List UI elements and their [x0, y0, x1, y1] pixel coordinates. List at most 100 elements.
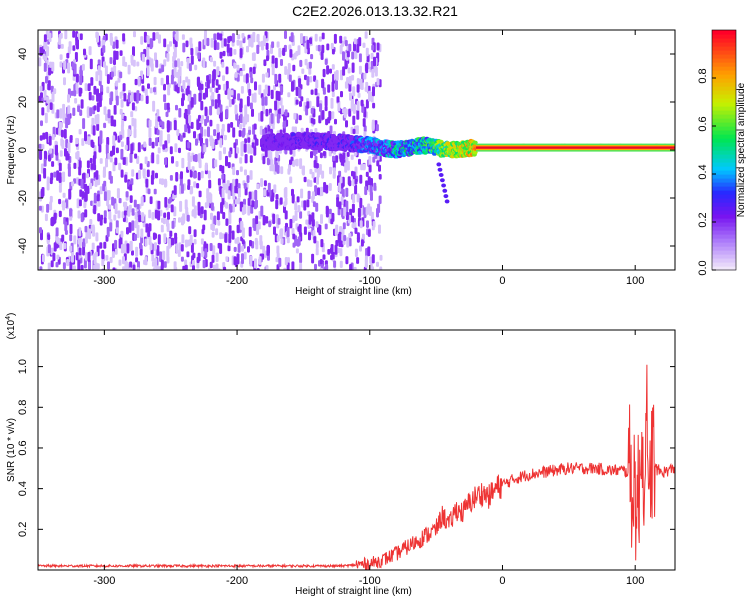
- noise-speck: [280, 105, 284, 115]
- noise-speck: [153, 87, 156, 93]
- noise-speck: [147, 188, 151, 195]
- colorbar-segment: [712, 254, 736, 259]
- noise-speck: [364, 255, 368, 263]
- noise-speck: [267, 182, 271, 193]
- noise-speck: [72, 265, 76, 270]
- noise-speck: [151, 212, 155, 220]
- noise-speck: [121, 211, 125, 219]
- noise-speck: [131, 117, 135, 127]
- noise-speck: [177, 58, 180, 68]
- noise-speck: [212, 69, 216, 81]
- noise-speck: [369, 185, 373, 196]
- noise-speck: [127, 208, 131, 216]
- noise-speck: [280, 166, 284, 175]
- noise-speck: [228, 98, 232, 108]
- x-axis-label: Height of straight line (km): [295, 286, 412, 297]
- noise-speck: [39, 266, 43, 270]
- noise-speck: [182, 265, 186, 270]
- colorbar-segment: [712, 138, 736, 143]
- noise-speck: [224, 233, 228, 243]
- noise-speck: [60, 139, 64, 147]
- noise-speck: [310, 54, 314, 60]
- noise-speck: [274, 73, 278, 85]
- noise-speck: [292, 160, 296, 167]
- noise-speck: [214, 159, 218, 168]
- noise-speck: [136, 90, 140, 101]
- noise-speck: [263, 180, 267, 187]
- noise-speck: [271, 195, 275, 202]
- noise-speck: [376, 160, 380, 167]
- noise-speck: [206, 75, 210, 82]
- noise-speck: [237, 188, 241, 198]
- noise-speck: [306, 39, 310, 50]
- colorbar-tick-label: 0.2: [697, 212, 709, 227]
- noise-speck: [372, 102, 376, 109]
- noise-speck: [58, 172, 62, 183]
- noise-speck: [215, 263, 219, 270]
- noise-speck: [166, 44, 170, 52]
- noise-speck: [193, 181, 197, 188]
- noise-speck: [126, 136, 130, 147]
- y-tick-label: -20: [17, 190, 29, 206]
- noise-speck: [353, 38, 357, 45]
- x-axis-label: Height of straight line (km): [295, 586, 412, 597]
- noise-speck: [316, 176, 319, 185]
- signal-blob: [440, 178, 445, 183]
- noise-speck: [38, 174, 42, 182]
- noise-speck: [186, 214, 190, 222]
- colorbar-segment: [712, 154, 736, 159]
- noise-speck: [159, 251, 163, 263]
- noise-speck: [349, 92, 352, 101]
- noise-speck: [351, 51, 355, 60]
- noise-speck: [295, 248, 299, 254]
- noise-speck: [255, 240, 259, 250]
- noise-speck: [241, 33, 245, 39]
- noise-speck: [299, 101, 302, 107]
- colorbar-segment: [712, 134, 736, 139]
- noise-speck: [167, 238, 171, 249]
- noise-speck: [339, 44, 343, 55]
- noise-speck: [105, 157, 108, 168]
- noise-speck: [344, 40, 348, 47]
- noise-speck: [88, 259, 91, 270]
- colorbar-segment: [712, 78, 736, 83]
- noise-speck: [262, 215, 266, 226]
- noise-speck: [283, 205, 286, 214]
- noise-speck: [90, 200, 94, 206]
- noise-speck: [260, 111, 264, 122]
- noise-speck: [225, 218, 229, 226]
- noise-speck: [292, 233, 296, 240]
- noise-speck: [356, 84, 360, 93]
- noise-speck: [326, 43, 330, 51]
- noise-speck: [78, 87, 82, 97]
- noise-speck: [76, 198, 80, 209]
- noise-speck: [223, 38, 227, 47]
- y-axis-label: Frequency (Hz): [6, 116, 17, 185]
- noise-speck: [64, 221, 68, 232]
- noise-speck: [115, 95, 119, 106]
- noise-speck: [309, 37, 312, 45]
- noise-speck: [110, 150, 113, 157]
- noise-speck: [139, 248, 143, 256]
- noise-speck: [58, 127, 62, 136]
- noise-speck: [174, 143, 178, 153]
- noise-speck: [298, 78, 302, 88]
- noise-speck: [39, 135, 43, 141]
- noise-speck: [55, 127, 59, 135]
- noise-speck: [99, 186, 103, 195]
- noise-speck: [213, 215, 217, 226]
- noise-speck: [66, 259, 70, 267]
- noise-speck: [211, 99, 215, 107]
- noise-speck: [170, 74, 174, 85]
- noise-speck: [39, 47, 43, 57]
- noise-speck: [336, 96, 340, 103]
- carrier-band-core: [475, 146, 675, 149]
- noise-speck: [119, 50, 123, 56]
- noise-speck: [253, 147, 257, 156]
- noise-speck: [334, 244, 338, 255]
- noise-speck: [314, 88, 318, 96]
- noise-speck: [133, 127, 137, 139]
- noise-speck: [66, 52, 70, 59]
- noise-speck: [122, 56, 126, 67]
- noise-speck: [254, 258, 257, 269]
